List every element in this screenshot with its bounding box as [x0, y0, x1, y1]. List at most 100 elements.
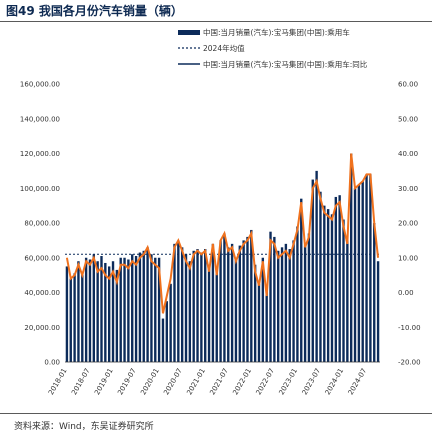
bar	[326, 209, 330, 362]
y2-tick-label: 30.00	[398, 185, 418, 193]
x-tick-label: 2018-01	[47, 367, 69, 396]
bar	[69, 278, 72, 362]
y-tick-label: 20,000.00	[24, 324, 60, 332]
bar	[292, 240, 295, 363]
bar	[104, 262, 107, 362]
x-axis-labels: 2018-01 2018-07 2019-01 2019-07 2020-01 2020-…	[47, 367, 368, 396]
bar	[376, 261, 380, 362]
bar	[288, 249, 291, 362]
x-tick-label: 2019-07	[116, 367, 138, 396]
x-tick-label: 2022-01	[231, 367, 253, 396]
x-tick-label: 2021-07	[208, 367, 230, 396]
bar	[246, 236, 249, 362]
bar	[365, 174, 368, 362]
y-tick-label: 160,000.00	[20, 81, 60, 89]
y2-tick-label: 20.00	[398, 220, 418, 228]
bar	[100, 256, 103, 362]
bar	[180, 247, 184, 362]
bar	[296, 226, 299, 362]
bar	[323, 205, 326, 363]
bar	[211, 243, 215, 362]
y-axis-left: 0.00 20,000.00 40,000.00 60,000.00 80,000.00…	[20, 81, 60, 367]
y2-tick-label: 50.00	[398, 115, 418, 123]
bar	[192, 250, 195, 362]
sales-chart: 中国:当月销量(汽车):宝马集团(中国):乘用车 2024年均值 中国:当月销量…	[20, 27, 421, 396]
bar	[280, 247, 284, 362]
bar	[311, 179, 314, 362]
bar	[261, 257, 265, 362]
bar	[223, 233, 226, 362]
bar	[234, 257, 238, 362]
bar	[373, 223, 376, 362]
y-axis-right: -20.00 -10.00 0.00 10.00 20.00 30.00 40.00 50.0…	[398, 81, 421, 367]
bar	[65, 266, 69, 362]
x-tick-label: 2018-07	[70, 367, 92, 396]
bar	[177, 240, 180, 363]
y-tick-label: 40,000.00	[24, 289, 60, 297]
y2-tick-label: 10.00	[398, 254, 418, 262]
top-divider	[0, 21, 432, 22]
bar	[127, 259, 130, 362]
legend-bar-swatch	[178, 30, 200, 35]
y-tick-label: 80,000.00	[24, 220, 60, 228]
bar	[238, 245, 241, 362]
bar	[84, 257, 88, 362]
bottom-divider	[0, 413, 432, 414]
x-tick-label: 2019-01	[93, 367, 115, 396]
bar	[161, 318, 165, 362]
bar	[361, 181, 364, 362]
bar	[200, 252, 203, 362]
bar	[357, 184, 361, 362]
bar	[115, 269, 119, 362]
bar	[215, 271, 218, 362]
bar	[173, 243, 176, 362]
bar	[230, 243, 234, 362]
bar	[319, 191, 322, 362]
bar	[330, 214, 334, 362]
bar	[77, 261, 80, 362]
bar	[338, 195, 341, 362]
bar	[96, 261, 99, 362]
source-note: 资料来源：Wind，东吴证券研究所	[14, 422, 154, 432]
bar	[142, 250, 145, 362]
y-tick-label: 60,000.00	[24, 254, 60, 262]
bar	[107, 266, 111, 362]
bar	[269, 231, 272, 362]
bar-series	[65, 153, 380, 363]
bar	[250, 229, 253, 362]
bar	[303, 245, 307, 362]
x-tick-label: 2024-01	[324, 367, 346, 396]
legend-label-avg: 2024年均值	[203, 43, 245, 53]
bar	[111, 261, 115, 362]
bar	[300, 198, 303, 362]
bar	[253, 264, 257, 362]
y2-tick-label: 60.00	[398, 81, 418, 89]
bar	[369, 174, 372, 362]
bar	[277, 250, 280, 362]
x-tick-label: 2020-07	[162, 367, 184, 396]
bar	[154, 257, 157, 362]
bar	[92, 254, 95, 362]
bar	[123, 257, 126, 362]
x-tick-label: 2022-07	[255, 367, 277, 396]
legend-label-sales: 中国:当月销量(汽车):宝马集团(中国):乘用车	[203, 27, 350, 37]
bar	[157, 257, 161, 362]
y2-tick-label: 0.00	[398, 289, 414, 297]
legend: 中国:当月销量(汽车):宝马集团(中国):乘用车 2024年均值 中国:当月销量…	[178, 27, 368, 69]
bar	[346, 240, 349, 363]
bar	[350, 153, 353, 362]
bar	[342, 219, 345, 362]
y-tick-label: 0.00	[44, 359, 60, 367]
bar	[207, 264, 211, 362]
x-tick-label: 2021-01	[185, 367, 207, 396]
bar	[315, 170, 318, 363]
bar	[188, 261, 192, 362]
bar	[81, 271, 84, 362]
y-tick-label: 140,000.00	[20, 115, 60, 123]
bar	[88, 259, 92, 362]
y-tick-label: 100,000.00	[20, 185, 60, 193]
bar	[334, 196, 338, 362]
y2-tick-label: -10.00	[398, 324, 421, 332]
bar	[134, 256, 138, 362]
bar	[165, 301, 168, 362]
